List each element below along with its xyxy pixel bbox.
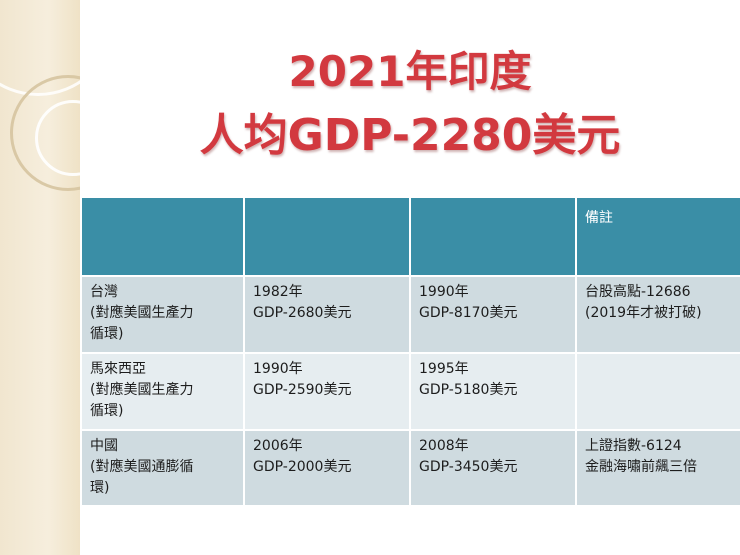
country-name: 中國	[90, 438, 118, 454]
country-note: (對應美國生產力	[90, 305, 194, 321]
year-text: 2006年	[253, 438, 303, 454]
period1-cell: 1990年 GDP-2590美元	[243, 352, 411, 431]
table-row: 台灣 (對應美國生產力 循環) 1982年 GDP-2680美元 1990年 G…	[80, 275, 740, 354]
header-cell	[80, 196, 245, 277]
country-name: 台灣	[90, 284, 118, 300]
country-note: (對應美國生產力	[90, 382, 194, 398]
gdp-text: GDP-5180美元	[419, 382, 518, 398]
title-line-1: 2021年印度	[288, 47, 532, 96]
note-text: 上證指數-6124	[585, 438, 682, 454]
period2-cell: 1995年 GDP-5180美元	[409, 352, 577, 431]
gdp-text: GDP-2680美元	[253, 305, 352, 321]
gdp-text: GDP-8170美元	[419, 305, 518, 321]
year-text: 2008年	[419, 438, 469, 454]
slide-title: 2021年印度 人均GDP-2280美元	[80, 40, 740, 168]
period1-cell: 2006年 GDP-2000美元	[243, 429, 411, 507]
country-cell: 馬來西亞 (對應美國生產力 循環)	[80, 352, 245, 431]
gdp-text: GDP-3450美元	[419, 459, 518, 475]
note-cell: 上證指數-6124 金融海嘯前飆三倍	[575, 429, 740, 507]
country-cell: 台灣 (對應美國生產力 循環)	[80, 275, 245, 354]
note-text: 金融海嘯前飆三倍	[585, 459, 697, 475]
table-header-row: 備註	[80, 196, 740, 277]
header-cell	[243, 196, 411, 277]
note-text: (2019年才被打破)	[585, 305, 702, 321]
decorative-sidebar	[0, 0, 80, 555]
country-note: 循環)	[90, 326, 124, 342]
note-cell: 台股高點-12686 (2019年才被打破)	[575, 275, 740, 354]
note-cell	[575, 352, 740, 431]
gdp-comparison-table: 備註 台灣 (對應美國生產力 循環) 1982年 GDP-2680美元 1990…	[80, 196, 740, 507]
gdp-text: GDP-2590美元	[253, 382, 352, 398]
table-row: 馬來西亞 (對應美國生產力 循環) 1990年 GDP-2590美元 1995年…	[80, 352, 740, 431]
year-text: 1982年	[253, 284, 303, 300]
title-line-2: 人均GDP-2280美元	[199, 110, 621, 161]
period2-cell: 1990年 GDP-8170美元	[409, 275, 577, 354]
note-text: 台股高點-12686	[585, 284, 691, 300]
country-cell: 中國 (對應美國通膨循 環)	[80, 429, 245, 507]
year-text: 1990年	[253, 361, 303, 377]
table-row: 中國 (對應美國通膨循 環) 2006年 GDP-2000美元 2008年 GD…	[80, 429, 740, 507]
gdp-text: GDP-2000美元	[253, 459, 352, 475]
header-cell	[409, 196, 577, 277]
period1-cell: 1982年 GDP-2680美元	[243, 275, 411, 354]
country-note: 循環)	[90, 403, 124, 419]
year-text: 1990年	[419, 284, 469, 300]
country-name: 馬來西亞	[90, 361, 146, 377]
year-text: 1995年	[419, 361, 469, 377]
country-note: 環)	[90, 480, 110, 496]
header-cell-notes: 備註	[575, 196, 740, 277]
period2-cell: 2008年 GDP-3450美元	[409, 429, 577, 507]
country-note: (對應美國通膨循	[90, 459, 194, 475]
